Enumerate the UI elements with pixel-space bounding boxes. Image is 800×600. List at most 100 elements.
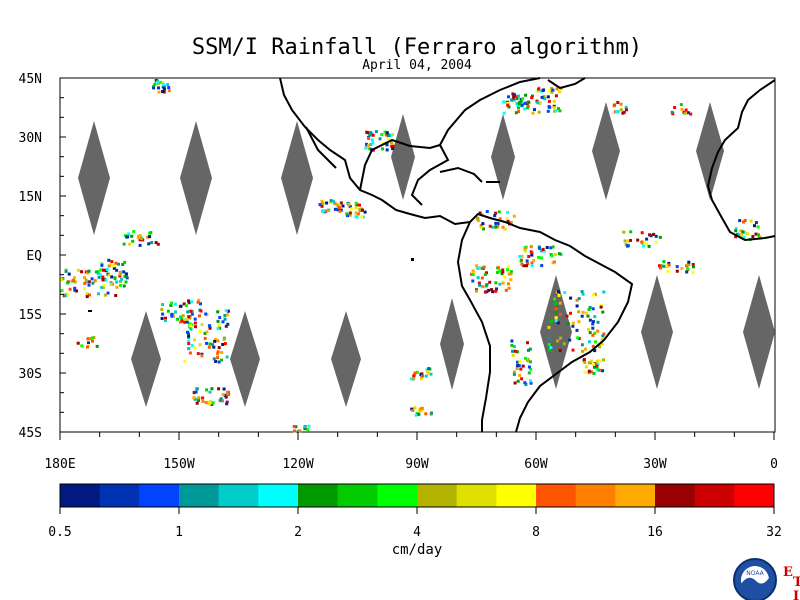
rain-cell — [524, 245, 528, 249]
rain-cell — [118, 272, 122, 276]
rain-cell — [598, 359, 602, 363]
rain-cell — [675, 269, 679, 273]
rain-cell — [322, 209, 326, 213]
rain-cell — [506, 210, 510, 214]
rain-cell — [498, 269, 501, 273]
rain-cell — [104, 278, 108, 282]
rain-cell — [734, 227, 738, 230]
rain-cell — [548, 348, 552, 352]
rain-cell — [148, 235, 152, 239]
rain-cell — [374, 130, 378, 134]
rain-cell — [200, 323, 204, 327]
colorbar-tick-label: 0.5 — [48, 525, 71, 540]
colorbar-tick-label: 2 — [294, 525, 302, 540]
colorbar-swatch — [337, 484, 378, 507]
rain-cell — [526, 106, 530, 110]
rain-cell — [521, 364, 525, 368]
rain-cell — [198, 330, 202, 333]
rain-cell — [601, 369, 605, 373]
rain-cell — [515, 367, 519, 370]
rain-cell — [645, 237, 649, 241]
rain-cell — [430, 411, 433, 415]
rain-cell — [333, 201, 337, 205]
rain-cell — [225, 400, 229, 404]
rain-cell — [512, 372, 516, 376]
rain-cell — [360, 215, 364, 219]
rain-cell — [119, 283, 123, 287]
rain-cell — [99, 268, 103, 272]
rain-cell — [550, 254, 554, 258]
rain-cell — [511, 92, 515, 96]
rain-cell — [557, 252, 561, 256]
rain-cell — [212, 357, 216, 361]
rain-cell — [477, 281, 481, 285]
rain-cell — [520, 103, 524, 107]
rain-cell — [87, 293, 91, 297]
rain-cell — [194, 325, 197, 329]
rain-cell — [569, 296, 573, 300]
rain-cell — [80, 344, 84, 348]
rain-cell — [511, 349, 514, 353]
rain-cell — [424, 412, 428, 416]
rain-cell — [197, 396, 201, 400]
rain-cell — [73, 280, 77, 284]
rain-cell — [425, 368, 429, 372]
rain-cell — [600, 338, 604, 342]
rain-cell — [207, 345, 211, 349]
rain-cell — [348, 211, 352, 215]
rain-cell — [412, 374, 416, 378]
coast-south-america-west — [456, 221, 491, 432]
rain-cell — [100, 285, 104, 289]
rain-cell — [476, 219, 480, 223]
rain-cell — [588, 305, 592, 309]
rain-cell — [111, 264, 115, 268]
rain-cell — [526, 262, 529, 266]
rain-cell — [199, 309, 203, 313]
rain-cell — [754, 232, 758, 236]
colorbar-swatch — [377, 484, 418, 507]
colorbar-tick-label: 1 — [175, 525, 183, 540]
rain-cell — [524, 93, 528, 97]
rain-cell — [83, 287, 87, 291]
rain-cell — [593, 315, 597, 319]
rain-cell — [592, 362, 596, 366]
lon-tick-label: 120W — [282, 457, 313, 472]
rain-cell — [602, 332, 606, 336]
rain-cell — [600, 342, 604, 346]
rain-cell — [424, 374, 428, 378]
rain-cell — [170, 312, 174, 316]
rain-cell — [589, 359, 593, 363]
rain-cell — [494, 221, 498, 225]
rain-cell — [188, 351, 192, 355]
rain-cell — [662, 264, 666, 268]
rain-cell — [652, 232, 656, 236]
rain-cell — [414, 413, 418, 417]
rain-cell — [529, 250, 533, 254]
rain-cell — [740, 233, 744, 237]
rain-cell — [136, 236, 140, 240]
rain-cell — [371, 133, 375, 137]
rain-cell — [557, 294, 561, 297]
rain-cell — [580, 290, 584, 294]
rain-cell — [348, 205, 352, 208]
rain-cell — [124, 272, 128, 276]
rain-cell — [523, 381, 527, 385]
rain-cell — [91, 339, 94, 343]
rain-cell — [190, 312, 194, 316]
rain-cell — [622, 110, 626, 114]
rain-cell — [187, 342, 191, 346]
lat-tick-label: 15S — [19, 308, 42, 323]
rain-cell — [475, 289, 478, 293]
rain-cell — [516, 364, 519, 368]
rain-cell — [548, 105, 552, 109]
rain-cell — [73, 288, 77, 292]
rain-cell — [476, 276, 480, 280]
rain-cell — [584, 365, 588, 369]
rain-cell — [341, 204, 345, 208]
lon-tick-label: 180E — [44, 457, 75, 472]
rain-cell — [667, 263, 671, 267]
rain-cell — [525, 101, 529, 105]
rain-cell — [619, 102, 623, 106]
rain-cell — [591, 307, 595, 311]
rain-cell — [87, 283, 91, 287]
